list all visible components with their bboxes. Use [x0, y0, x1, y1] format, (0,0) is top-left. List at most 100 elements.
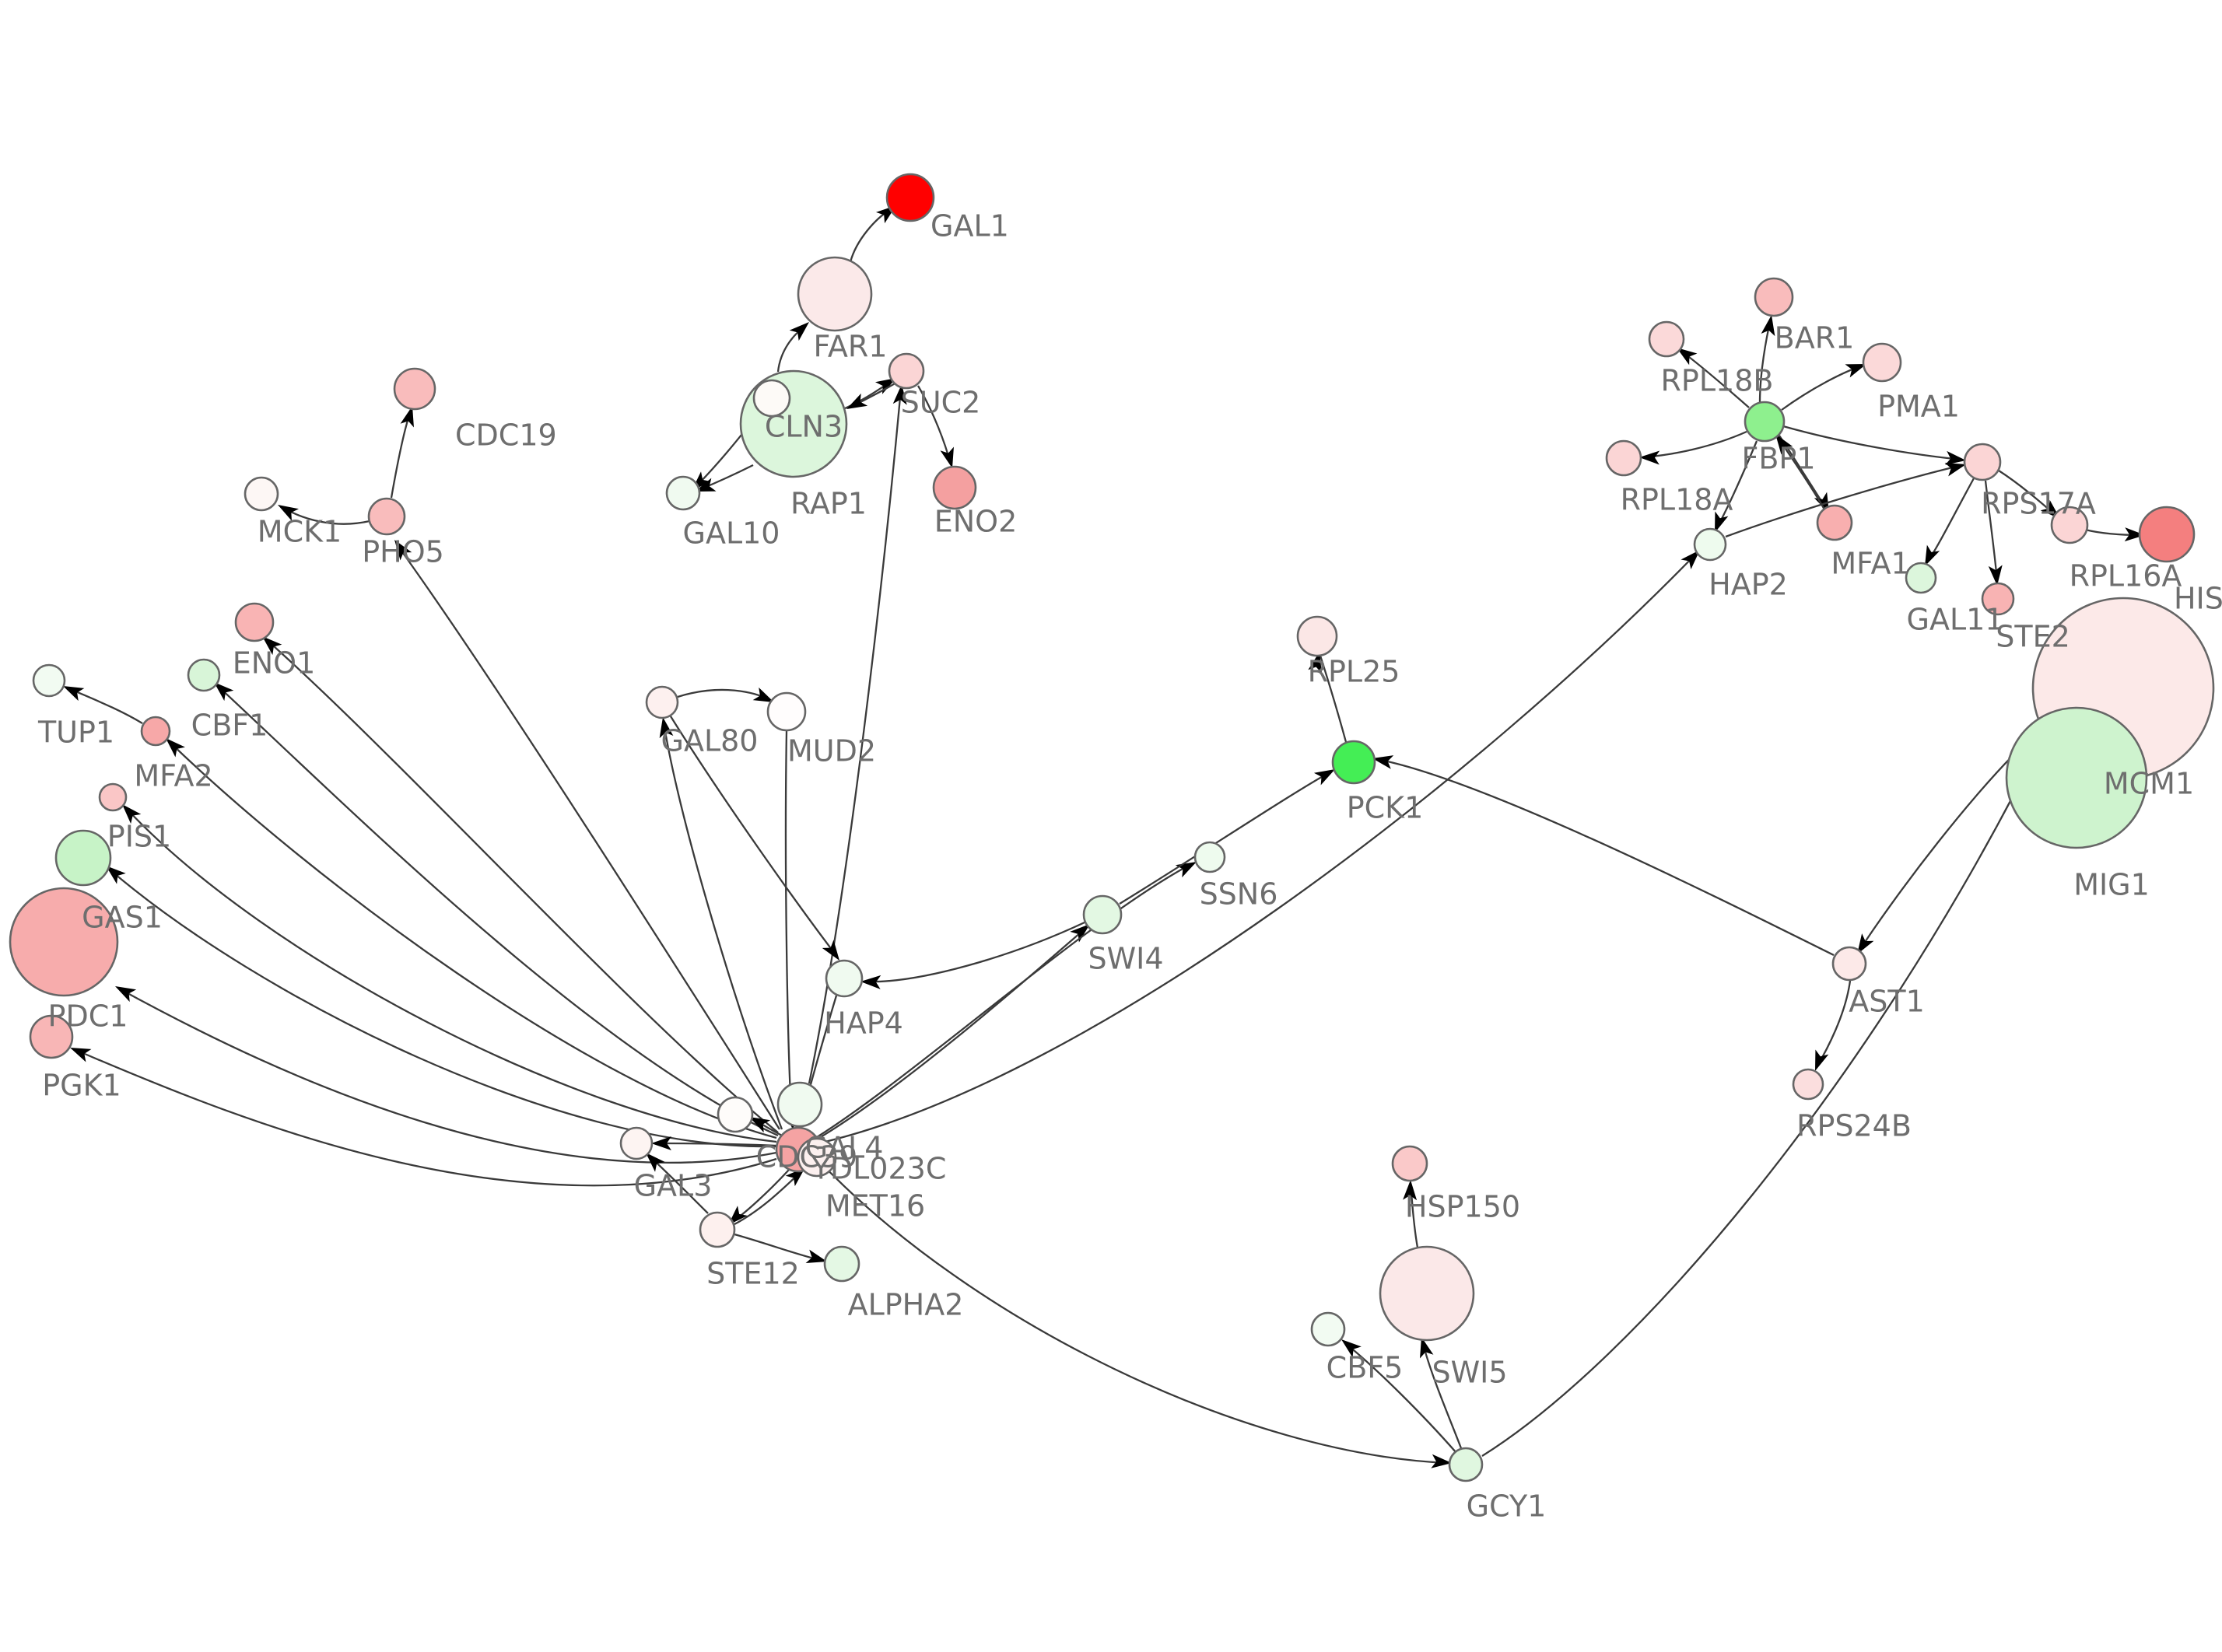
node-rpl25[interactable] — [1296, 615, 1338, 657]
node-pdc1[interactable] — [9, 887, 119, 997]
node-cbf1[interactable] — [187, 658, 221, 692]
edge-gal4-to-pis1 — [122, 804, 777, 1143]
node-eno1[interactable] — [234, 602, 275, 642]
node-label-eno1: ENO1 — [233, 646, 316, 681]
arrowhead-icon — [1070, 924, 1090, 943]
node-hsp150[interactable] — [1391, 1145, 1428, 1182]
label-layer: GAL1 FAR1 SUC2 ENO2 CLN3 RAP1 GAL10 CDC19 MCK1 PH… — [37, 209, 2222, 1524]
node-hap4[interactable] — [825, 959, 864, 998]
arrowhead-icon — [749, 1117, 771, 1133]
node-mig1[interactable] — [2005, 706, 2148, 849]
node-fbp1[interactable] — [1744, 401, 1786, 443]
arrowhead-icon — [106, 866, 126, 884]
edge-gal4-to-gcy1 — [818, 1160, 1452, 1468]
edge-line — [1421, 1340, 1463, 1449]
node-label-gal4: GAL4 — [805, 1131, 884, 1165]
edge-line — [1119, 770, 1332, 905]
node-label-rpl25: RPL25 — [1308, 655, 1400, 689]
node-cbf5[interactable] — [1310, 1311, 1346, 1347]
node-mud2[interactable] — [766, 691, 807, 732]
node-far1[interactable] — [797, 256, 873, 332]
edge-line — [1344, 1342, 1457, 1454]
node-pgk1[interactable] — [29, 1014, 74, 1059]
edge-gal80-to-hap4 — [670, 716, 839, 961]
arrowhead-icon — [789, 322, 809, 341]
node-tup1[interactable] — [32, 663, 66, 698]
edge-swi4-to-pck1 — [1119, 769, 1335, 905]
node-rps17a[interactable] — [1963, 443, 2002, 481]
node-label-mck1: MCK1 — [258, 515, 342, 549]
node-his4[interactable] — [2138, 506, 2196, 563]
edge-gcy1-to-cbf5 — [1341, 1339, 1457, 1454]
node-gas1[interactable] — [54, 829, 112, 887]
node-label-mig1: MIG1 — [2073, 868, 2150, 902]
edge-line — [1376, 758, 1835, 957]
edge-met16-to-suc2 — [808, 384, 907, 1084]
node-label-met16: MET16 — [825, 1189, 925, 1223]
node-swi5[interactable] — [1379, 1245, 1475, 1342]
node-bar1[interactable] — [1754, 277, 1794, 317]
arrowhead-icon — [1681, 550, 1700, 569]
node-rps24b[interactable] — [1792, 1068, 1824, 1101]
node-rpl16a[interactable] — [2050, 506, 2089, 544]
edge-line — [118, 987, 777, 1164]
edge-line — [662, 721, 783, 1130]
node-swi4[interactable] — [1082, 894, 1123, 935]
node-gal1[interactable] — [885, 173, 935, 222]
node-label-mud2: MUD2 — [787, 734, 876, 768]
edge-rps17a-to-ste2 — [1984, 480, 2003, 586]
node-mfa1[interactable] — [1816, 504, 1853, 541]
node-eno2[interactable] — [932, 465, 977, 510]
node-gal10[interactable] — [665, 475, 701, 511]
edge-gal4-to-cbf1 — [214, 682, 779, 1137]
arrowhead-icon — [1341, 1339, 1362, 1358]
edge-line — [1481, 746, 2040, 1457]
node-rap1[interactable] — [752, 379, 791, 418]
node-mck1[interactable] — [244, 476, 279, 512]
arrowhead-icon — [695, 478, 717, 492]
edge-gal4-to-pgk1 — [70, 1048, 777, 1187]
node-label-cbf5: CBF5 — [1327, 1351, 1404, 1385]
arrowhead-icon — [70, 1048, 92, 1062]
edge-fbp1-to-rpl18b — [1677, 348, 1750, 408]
node-ste2[interactable] — [1981, 582, 2015, 616]
arrowhead-icon — [1372, 755, 1394, 769]
node-label-far1: FAR1 — [814, 330, 888, 364]
node-ydl023c[interactable] — [797, 1137, 837, 1178]
arrowhead-icon — [651, 1136, 671, 1150]
node-label-bar1: BAR1 — [1775, 321, 1855, 355]
edge-line — [109, 869, 777, 1148]
node-ssn6[interactable] — [1193, 841, 1226, 873]
node-cdc19[interactable] — [393, 367, 436, 411]
node-gal3[interactable] — [619, 1126, 654, 1160]
node-label-cdc39: CDC39 — [756, 1140, 858, 1174]
node-layer — [9, 173, 2215, 1482]
node-ast1[interactable] — [1831, 946, 1867, 982]
arrowhead-icon — [2124, 527, 2145, 542]
node-rpl18a[interactable] — [1605, 439, 1642, 477]
node-hap2[interactable] — [1693, 527, 1727, 562]
arrowhead-icon — [394, 540, 412, 561]
node-gal11[interactable] — [1905, 562, 1937, 594]
node-pis1[interactable] — [98, 782, 128, 812]
arrowhead-icon — [1639, 450, 1660, 465]
node-rpl18b[interactable] — [1648, 320, 1685, 358]
node-ste12[interactable] — [699, 1211, 736, 1248]
node-pma1[interactable] — [1862, 342, 1902, 383]
edge-suc2-to-eno2 — [917, 385, 954, 468]
node-label-pdc1: PDC1 — [48, 999, 128, 1034]
edge-line — [217, 685, 779, 1137]
arrowhead-icon — [752, 687, 774, 702]
node-alpha2[interactable] — [823, 1245, 860, 1283]
node-suc2[interactable] — [888, 352, 925, 390]
node-mfa2[interactable] — [140, 716, 171, 747]
node-cdc39[interactable] — [717, 1096, 754, 1133]
node-pck1[interactable] — [1331, 740, 1376, 785]
arrowhead-icon — [1857, 933, 1874, 954]
node-gal80[interactable] — [645, 685, 679, 719]
edge-line — [816, 862, 1193, 1138]
node-gcy1[interactable] — [1448, 1447, 1484, 1482]
node-met16[interactable] — [776, 1081, 823, 1128]
node-pho5[interactable] — [367, 497, 406, 536]
